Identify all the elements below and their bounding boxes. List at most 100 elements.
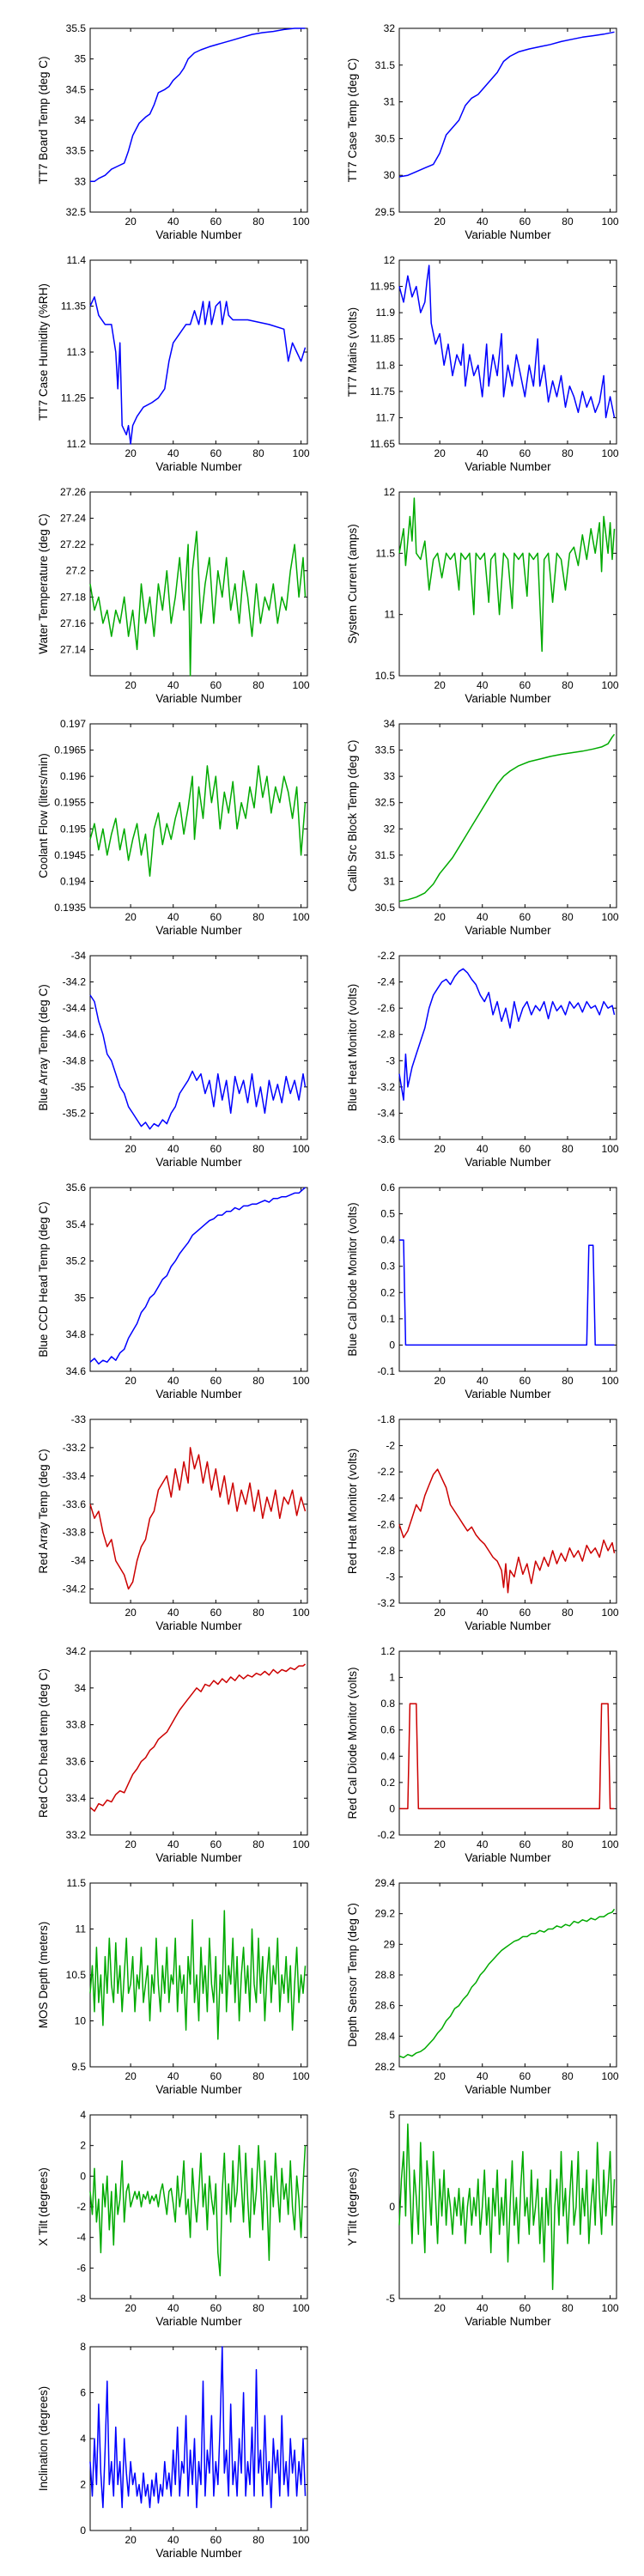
y-axis-label: Inclination (degrees) <box>37 2386 50 2491</box>
x-tick-label: 60 <box>519 1143 532 1155</box>
y-tick-label: 27.22 <box>60 538 86 550</box>
x-tick-label: 20 <box>125 679 137 691</box>
y-axis-label: Red Heat Monitor (volts) <box>346 1449 359 1574</box>
y-axis-label: Blue Array Temp (deg C) <box>37 984 50 1111</box>
x-tick-label: 100 <box>293 679 310 691</box>
y-axis-label: Blue CCD Head Temp (deg C) <box>37 1201 50 1357</box>
chart-panel-16: 20 40 60 80 100 -0.2 0 0.2 0.4 0.6 0.8 1 1.2 Variable… <box>346 1645 619 1864</box>
x-tick-label: 60 <box>210 447 222 459</box>
y-axis-label: System Current (amps) <box>346 524 359 644</box>
chart-panel-13: 20 40 60 80 100 -34.2 -34 -33.8 -33.6 -33.4 -33.2 -… <box>37 1413 310 1632</box>
y-tick-label: 11.65 <box>370 438 395 450</box>
x-tick-label: 60 <box>210 2070 222 2082</box>
y-tick-label: 0.197 <box>60 718 86 730</box>
y-tick-label: -3 <box>386 1054 395 1066</box>
y-tick-label: 33.5 <box>375 744 396 756</box>
x-axis-label: Variable Number <box>465 1851 551 1864</box>
chart-panel-3: 20 40 60 80 100 11.2 11.25 11.3 11.35 11.4 Variabl… <box>37 254 310 473</box>
y-tick-label: 0.195 <box>60 823 86 835</box>
y-tick-label: 2 <box>80 2479 86 2491</box>
x-tick-label: 100 <box>293 216 310 228</box>
x-tick-label: 80 <box>252 447 264 459</box>
x-axis-label: Variable Number <box>465 460 551 473</box>
y-axis-label: Depth Sensor Temp (deg C) <box>346 1903 359 2047</box>
plot-frame <box>89 1650 308 1836</box>
x-tick-label: 80 <box>562 1375 574 1387</box>
y-tick-label: -33.6 <box>63 1498 87 1510</box>
x-tick-label: 20 <box>434 679 446 691</box>
plot-frame <box>398 723 617 908</box>
y-tick-label: 8 <box>80 2341 86 2353</box>
y-tick-label: 11.9 <box>376 307 396 319</box>
x-axis-label: Variable Number <box>465 2315 551 2328</box>
x-tick-label: 40 <box>477 216 489 228</box>
y-tick-label: 1.2 <box>380 1645 395 1657</box>
x-axis-label: Variable Number <box>155 228 242 241</box>
y-tick-label: 28.6 <box>375 2000 396 2012</box>
y-tick-label: 35.6 <box>66 1182 87 1194</box>
x-tick-label: 80 <box>562 1607 574 1619</box>
y-tick-label: 29.5 <box>375 206 396 218</box>
y-tick-label: 5 <box>389 2109 395 2121</box>
x-tick-label: 60 <box>519 1375 532 1387</box>
plot-frame <box>398 1419 617 1604</box>
y-tick-label: 0.1945 <box>54 849 86 861</box>
y-tick-label: 10 <box>75 2015 87 2027</box>
x-tick-label: 20 <box>434 1838 446 1850</box>
series-line <box>398 264 616 419</box>
y-tick-label: 28.2 <box>375 2061 396 2073</box>
y-tick-label: -35.2 <box>63 1107 87 1119</box>
x-tick-label: 60 <box>519 679 532 691</box>
x-tick-label: 60 <box>210 679 222 691</box>
x-tick-label: 80 <box>562 1143 574 1155</box>
x-tick-label: 40 <box>167 1375 179 1387</box>
y-tick-label: 33 <box>384 770 396 782</box>
x-tick-label: 40 <box>477 911 489 923</box>
x-tick-label: 40 <box>477 1143 489 1155</box>
y-tick-label: -3 <box>386 1571 395 1583</box>
x-tick-label: 100 <box>602 1838 619 1850</box>
series-line <box>89 1187 306 1365</box>
x-tick-label: 100 <box>602 1607 619 1619</box>
y-tick-label: 0.4 <box>380 1750 395 1762</box>
chart-panel-2: 20 40 60 80 100 29.5 30 30.5 31 31.5 32 Variable Nu… <box>346 22 619 241</box>
x-tick-label: 80 <box>252 216 264 228</box>
y-tick-label: 35 <box>75 53 87 65</box>
series-line <box>399 1703 615 1810</box>
x-tick-label: 40 <box>167 1143 179 1155</box>
y-tick-label: 0 <box>80 2524 86 2537</box>
x-tick-label: 60 <box>519 911 532 923</box>
y-tick-label: 0.1935 <box>54 902 86 914</box>
y-tick-label: -2.6 <box>377 1002 395 1014</box>
x-axis-label: Variable Number <box>465 228 551 241</box>
y-tick-label: 28.8 <box>375 1969 396 1981</box>
y-tick-label: 0.5 <box>380 1208 395 1220</box>
x-tick-label: 40 <box>167 2534 179 2546</box>
y-tick-label: 34.6 <box>66 1365 87 1377</box>
y-tick-label: 1 <box>389 1672 395 1684</box>
chart-panel-10: 20 40 60 80 100 -3.6 -3.4 -3.2 -3 -2.8 -2.6 -2.4 -2.… <box>346 950 619 1169</box>
y-tick-label: 34.2 <box>66 1645 87 1657</box>
plot-frame <box>89 2114 308 2300</box>
y-axis-label: TT7 Case Temp (deg C) <box>346 58 359 183</box>
x-tick-label: 80 <box>562 2070 574 2082</box>
y-tick-label: 31.5 <box>375 849 396 861</box>
y-tick-label: -2 <box>76 2201 86 2213</box>
y-tick-label: 31.5 <box>375 59 396 71</box>
y-tick-label: 11.8 <box>376 359 396 371</box>
y-tick-label: 4 <box>80 2109 86 2121</box>
x-tick-label: 80 <box>252 679 264 691</box>
x-tick-label: 20 <box>125 2534 137 2546</box>
y-tick-label: 0.1955 <box>54 797 86 809</box>
y-tick-label: 27.2 <box>66 565 87 577</box>
y-tick-label: 11.7 <box>376 411 396 423</box>
chart-panel-15: 20 40 60 80 100 33.2 33.4 33.6 33.8 34 34.2 Variabl… <box>37 1645 310 1864</box>
y-tick-label: 27.18 <box>60 591 86 603</box>
y-tick-label: 28.4 <box>375 2030 396 2042</box>
y-tick-label: 34.5 <box>66 83 87 95</box>
y-tick-label: -4 <box>76 2232 86 2244</box>
y-tick-label: 2 <box>80 2140 86 2152</box>
x-tick-label: 40 <box>477 2302 489 2314</box>
series-line <box>398 968 616 1101</box>
x-tick-label: 80 <box>562 911 574 923</box>
